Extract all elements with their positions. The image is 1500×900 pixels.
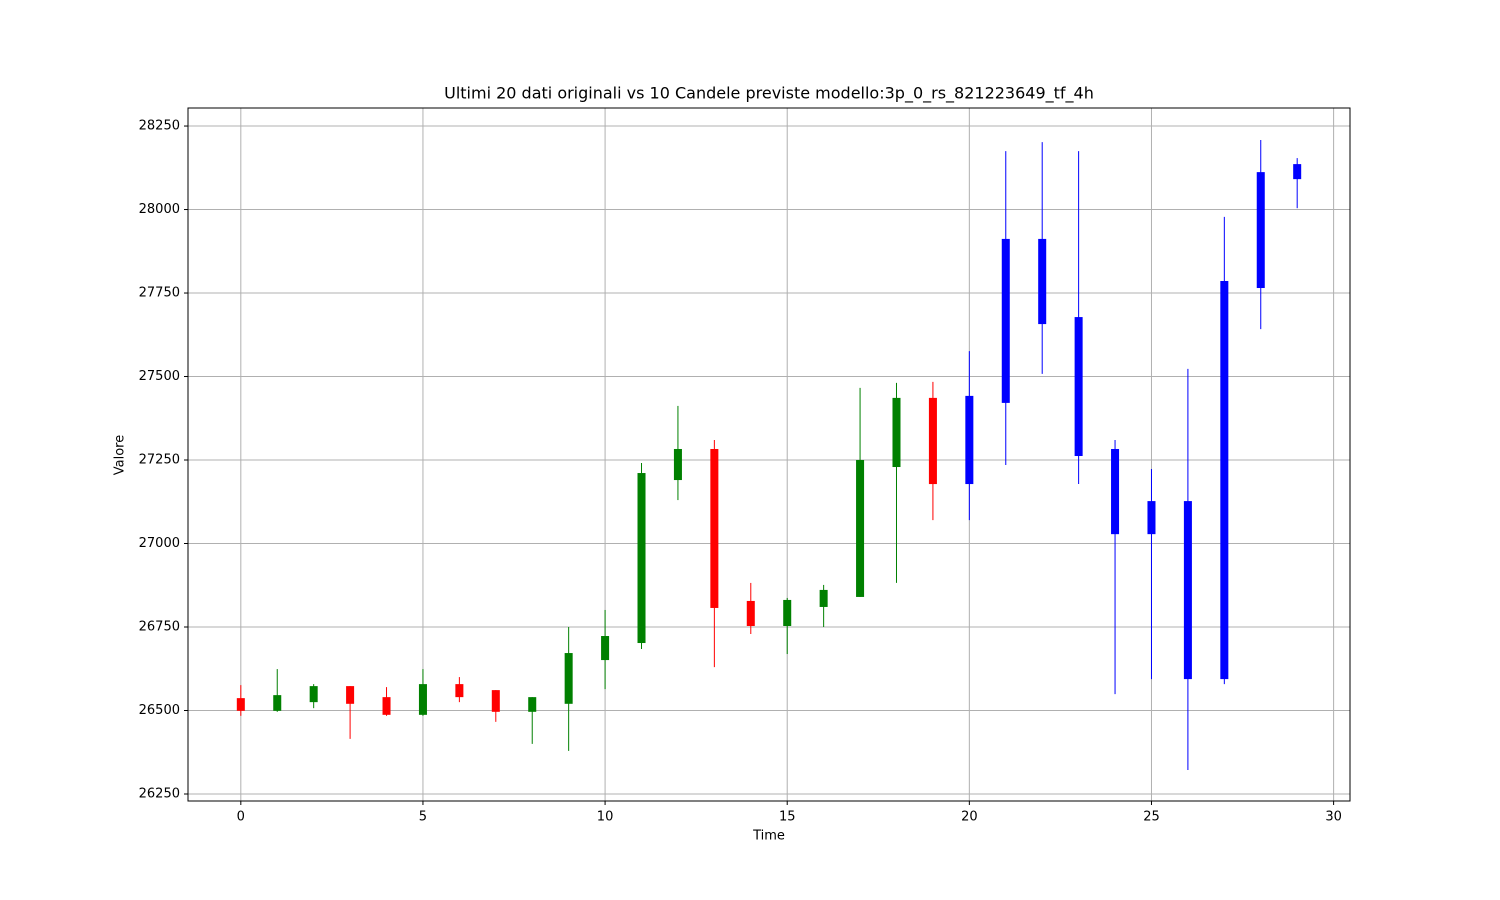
plot-frame <box>187 107 1351 802</box>
y-tick-label: 26500 <box>139 703 180 718</box>
candle-body <box>1074 317 1083 457</box>
y-tick-label: 27250 <box>139 453 180 468</box>
candle-body <box>236 698 245 711</box>
candle-body <box>783 599 792 626</box>
candle-body <box>819 589 828 607</box>
y-tick-label: 26250 <box>139 786 180 801</box>
candle-body <box>1147 501 1156 535</box>
candle-body <box>346 686 355 704</box>
candle-body <box>746 600 755 626</box>
candle-body <box>673 448 682 481</box>
x-tick-label: 30 <box>1325 810 1342 825</box>
candle-body <box>601 636 610 661</box>
y-tick-label: 28000 <box>139 202 180 217</box>
candle-body <box>1183 501 1192 680</box>
candle-body <box>892 397 901 468</box>
x-tick-label: 25 <box>1143 810 1160 825</box>
x-tick-label: 0 <box>237 810 245 825</box>
candle-body <box>418 684 427 715</box>
candle-body <box>455 684 464 698</box>
candle-body <box>382 697 391 715</box>
y-tick-label: 27500 <box>139 369 180 384</box>
candle-body <box>528 697 537 712</box>
x-tick-label: 15 <box>779 810 796 825</box>
x-tick-label: 5 <box>419 810 427 825</box>
x-tick-label: 20 <box>961 810 978 825</box>
candle-body <box>637 473 646 644</box>
candle-body <box>710 448 719 608</box>
candle-body <box>1001 238 1010 403</box>
candle-body <box>1220 280 1229 680</box>
candle-body <box>273 695 282 711</box>
y-tick-label: 28250 <box>139 119 180 134</box>
x-tick-label: 10 <box>597 810 614 825</box>
candle-body <box>1111 448 1120 535</box>
candle-body <box>965 395 974 485</box>
candle-body <box>1256 172 1265 289</box>
y-tick-label: 26750 <box>139 619 180 634</box>
y-axis-label: Valore <box>113 435 128 475</box>
x-axis-label: Time <box>752 829 785 844</box>
y-tick-label: 27000 <box>139 536 180 551</box>
candle-body <box>1293 164 1302 180</box>
candle-body <box>856 460 865 597</box>
candle-body <box>309 686 318 703</box>
candle-body <box>564 653 573 704</box>
chart-title: Ultimi 20 dati originali vs 10 Candele p… <box>444 84 1094 104</box>
y-tick-label: 27750 <box>139 286 180 301</box>
candle-body <box>928 397 937 485</box>
candle-body <box>491 690 500 712</box>
candle-body <box>1038 238 1047 325</box>
